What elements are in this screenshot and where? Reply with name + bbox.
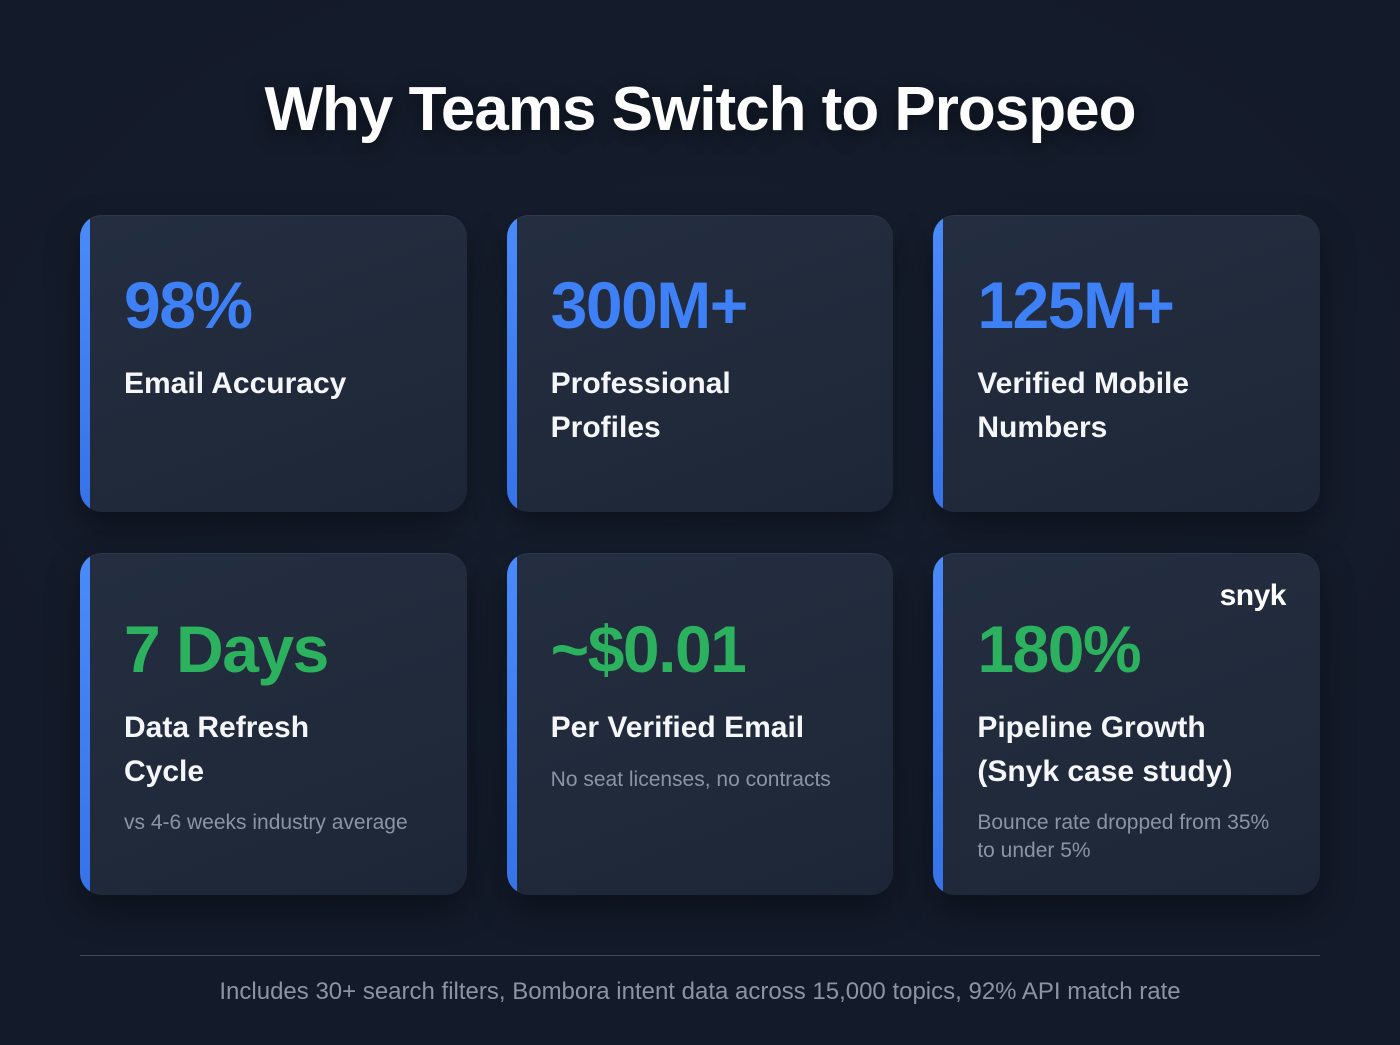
page-title: Why Teams Switch to Prospeo: [264, 75, 1136, 144]
stat-value: 7 Days: [124, 612, 329, 686]
stat-subtext: Bounce rate dropped from 35% to under 5%: [977, 811, 1270, 862]
stat-value: 180%: [977, 612, 1141, 686]
stat-value: 98%: [124, 268, 253, 342]
stat-value: 300M+: [550, 268, 749, 342]
card-accent-bar: [933, 215, 944, 512]
stat-subtext: vs 4-6 weeks industry average: [124, 811, 408, 835]
stat-label: Pipeline Growth (Snyk case study): [977, 711, 1233, 788]
snyk-logo: snyk: [1219, 579, 1287, 612]
stat-subtext: No seat licenses, no contracts: [550, 767, 831, 791]
card-accent-bar: [80, 553, 90, 895]
stat-card-verified-mobile-numbers: 125M+ Verified Mobile Numbers: [933, 215, 1320, 512]
card-accent-bar: [506, 215, 517, 512]
stat-card-professional-profiles: 300M+ Professional Profiles: [506, 215, 894, 512]
stat-label: Email Accuracy: [124, 367, 347, 401]
stat-label: Professional Profiles: [550, 367, 731, 444]
stat-card-email-accuracy: 98% Email Accuracy: [80, 215, 467, 512]
stat-value: ~$0.01: [550, 612, 747, 686]
stat-label: Verified Mobile Numbers: [977, 367, 1190, 444]
footer-divider: [80, 955, 1320, 956]
stat-label: Data Refresh Cycle: [124, 711, 310, 788]
stat-card-per-verified-email: ~$0.01 Per Verified Email No seat licens…: [506, 553, 894, 895]
stats-grid: 98% Email Accuracy 300M+ Professional Pr…: [80, 215, 1320, 895]
stat-label: Per Verified Email: [550, 711, 805, 745]
card-accent-bar: [506, 553, 517, 895]
stat-card-pipeline-growth: snyk 180% Pipeline Growth (Snyk case stu…: [933, 553, 1320, 895]
stat-card-data-refresh-cycle: 7 Days Data Refresh Cycle vs 4-6 weeks i…: [80, 553, 467, 895]
stat-value: 125M+: [977, 268, 1175, 342]
footer: Includes 30+ search filters, Bombora int…: [80, 955, 1320, 1006]
card-accent-bar: [933, 553, 944, 895]
footer-text: Includes 30+ search filters, Bombora int…: [219, 978, 1181, 1005]
card-accent-bar: [80, 215, 90, 512]
